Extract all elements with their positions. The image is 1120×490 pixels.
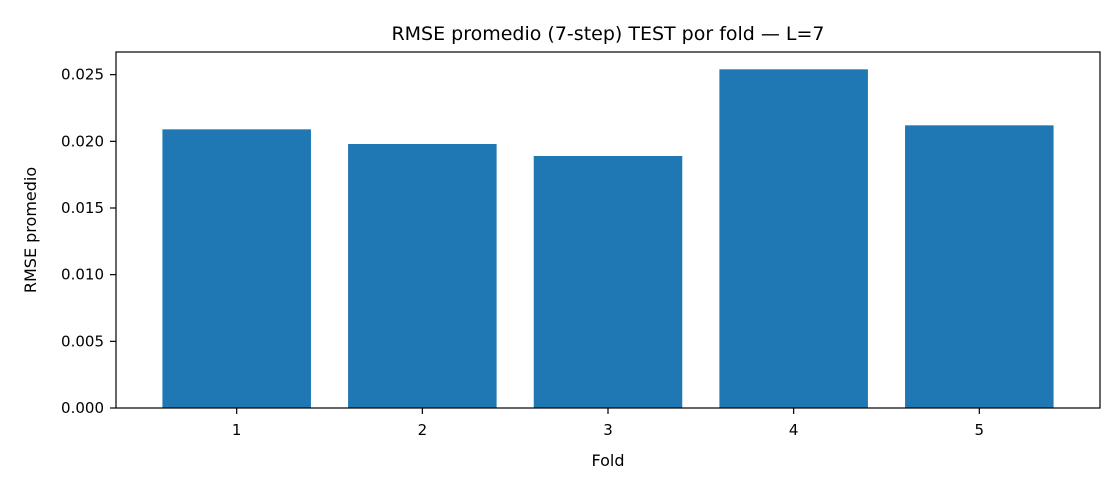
x-tick-label: 3 xyxy=(603,421,613,439)
y-axis: 0.000 0.005 0.010 0.015 0.020 0.025 xyxy=(61,66,116,417)
y-tick-label: 0.020 xyxy=(61,132,104,150)
y-tick-label: 0.000 xyxy=(61,399,104,417)
y-axis-label: RMSE promedio xyxy=(21,167,40,293)
y-tick-label: 0.005 xyxy=(61,332,104,350)
x-axis: 1 2 3 4 5 xyxy=(232,408,984,439)
bar-fold-4 xyxy=(719,69,868,408)
y-tick-label: 0.025 xyxy=(61,66,104,84)
plot-frame xyxy=(115,51,1101,409)
bar-fold-3 xyxy=(533,156,683,408)
y-tick-label: 0.010 xyxy=(61,266,104,284)
bar-fold-2 xyxy=(348,144,497,408)
x-axis-label: Fold xyxy=(591,451,624,470)
bars-group xyxy=(162,69,1054,409)
bar-fold-1 xyxy=(162,129,311,409)
chart-title: RMSE promedio (7-step) TEST por fold — L… xyxy=(391,23,824,45)
bar-fold-5 xyxy=(905,125,1054,408)
y-tick-label: 0.015 xyxy=(61,199,104,217)
x-tick-label: 4 xyxy=(789,421,799,439)
x-tick-label: 1 xyxy=(232,421,242,439)
x-tick-label: 5 xyxy=(975,421,985,439)
x-tick-label: 2 xyxy=(418,421,428,439)
